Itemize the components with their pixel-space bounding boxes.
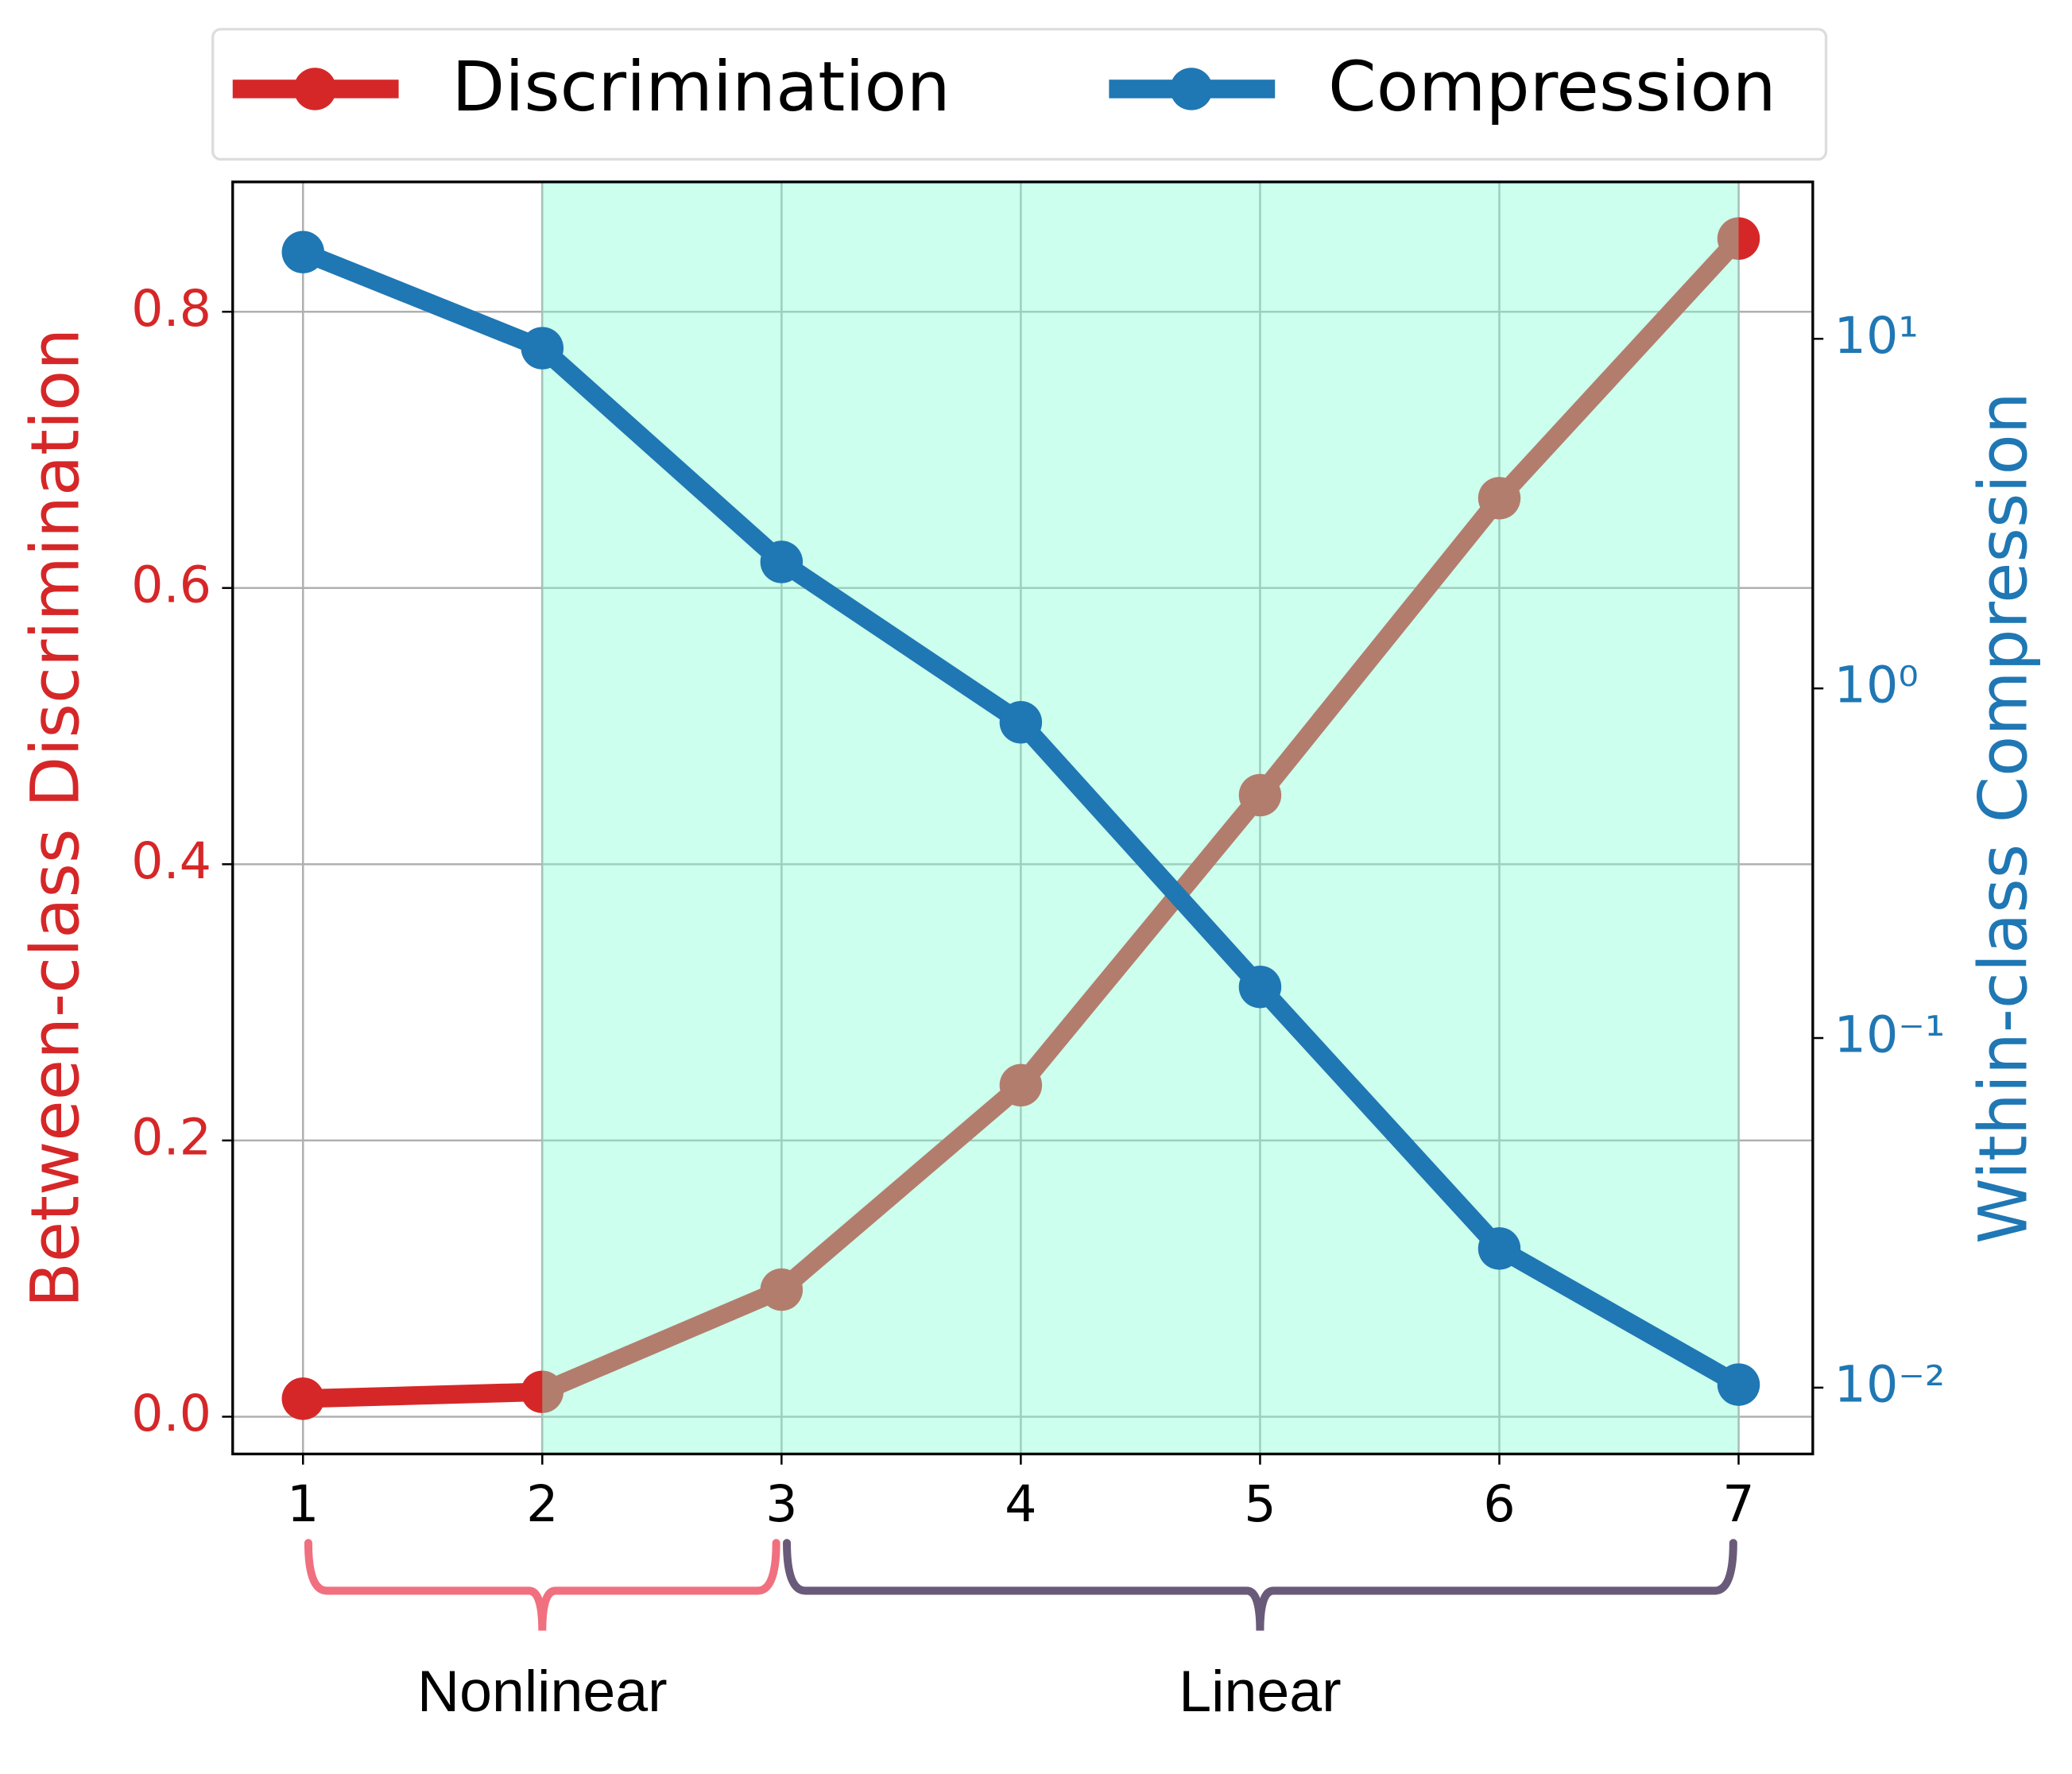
marker [1717, 217, 1760, 260]
x-tick-label: 4 [1005, 1474, 1036, 1533]
annotation-label: Linear [1179, 1658, 1341, 1724]
marker [1478, 477, 1521, 520]
marker [1238, 966, 1282, 1009]
marker [281, 230, 324, 273]
annotation-label: Nonlinear [417, 1658, 668, 1724]
legend-marker [293, 68, 337, 110]
y-tick-label: 0.0 [131, 1384, 211, 1443]
x-tick-label: 7 [1722, 1474, 1754, 1533]
y2-tick-label: 10⁻² [1834, 1354, 1946, 1413]
marker [1238, 773, 1282, 817]
y2-tick-label: 10⁻¹ [1834, 1005, 1946, 1064]
legend-entry: Discrimination [232, 47, 951, 127]
shaded-span [542, 181, 1739, 1454]
legend-label: Discrimination [451, 47, 950, 127]
x-tick-label: 5 [1244, 1474, 1276, 1533]
y-tick-label: 0.8 [131, 279, 211, 338]
legend-label: Compression [1328, 47, 1776, 127]
x-tick-label: 1 [287, 1474, 319, 1533]
marker [1717, 1363, 1760, 1406]
legend-entry: Compression [1109, 47, 1776, 127]
marker [999, 1063, 1043, 1107]
marker [1478, 1227, 1521, 1270]
marker [760, 1268, 804, 1311]
y-axis-label: Between-class Discrimination [17, 328, 95, 1308]
plot-frame [231, 180, 1814, 1456]
y-tick-label: 0.6 [131, 555, 211, 614]
legend-marker [1170, 68, 1213, 110]
x-tick-label: 6 [1483, 1474, 1515, 1533]
legend-box [211, 28, 1828, 161]
marker [521, 327, 564, 370]
x-tick-label: 2 [526, 1474, 558, 1533]
y2-axis-label: Within-class Compression [1964, 392, 2042, 1244]
marker [281, 1377, 324, 1420]
bracket [783, 1539, 1737, 1631]
y-tick-label: 0.4 [131, 831, 211, 890]
marker [999, 701, 1043, 744]
y-tick-label: 0.2 [131, 1107, 211, 1166]
y2-tick-label: 10¹ [1834, 306, 1919, 365]
y2-tick-label: 10⁰ [1834, 656, 1919, 715]
bracket [304, 1539, 780, 1631]
marker [521, 1370, 564, 1413]
marker [760, 540, 804, 583]
x-tick-label: 3 [765, 1474, 797, 1533]
